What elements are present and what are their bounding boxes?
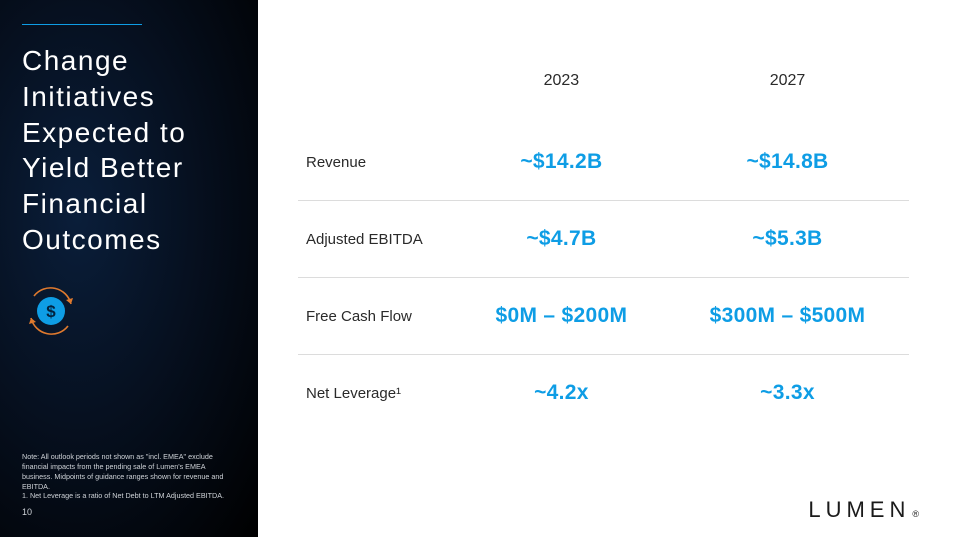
row-value: ~3.3x [666,355,909,432]
table-row: Free Cash Flow $0M – $200M $300M – $500M [298,278,909,355]
table-header-col: 2023 [457,54,666,124]
lumen-logo: LUMEN® [808,497,919,523]
row-value: ~$14.8B [666,124,909,201]
svg-text:$: $ [46,302,56,321]
row-label: Free Cash Flow [298,278,457,355]
table-header-row: 2023 2027 [298,54,909,124]
logo-text: LUMEN [808,497,910,523]
dollar-refresh-icon: $ [22,282,236,345]
row-value: $0M – $200M [457,278,666,355]
slide: Change Initiatives Expected to Yield Bet… [0,0,957,537]
logo-registered: ® [912,509,919,519]
row-value: ~$5.3B [666,201,909,278]
slide-title: Change Initiatives Expected to Yield Bet… [22,43,236,258]
table-row: Net Leverage¹ ~4.2x ~3.3x [298,355,909,432]
table-row: Adjusted EBITDA ~$4.7B ~$5.3B [298,201,909,278]
row-label: Revenue [298,124,457,201]
title-accent-rule [22,24,142,25]
row-label: Net Leverage¹ [298,355,457,432]
row-value: ~4.2x [457,355,666,432]
table-header-col: 2027 [666,54,909,124]
footnote-text: Note: All outlook periods not shown as "… [22,452,236,507]
row-value: $300M – $500M [666,278,909,355]
page-number: 10 [22,507,236,521]
left-panel: Change Initiatives Expected to Yield Bet… [0,0,258,537]
table-header-blank [298,54,457,124]
row-label: Adjusted EBITDA [298,201,457,278]
row-value: ~$14.2B [457,124,666,201]
content-panel: 2023 2027 Revenue ~$14.2B ~$14.8B Adjust… [258,0,957,537]
table-row: Revenue ~$14.2B ~$14.8B [298,124,909,201]
metrics-table: 2023 2027 Revenue ~$14.2B ~$14.8B Adjust… [298,54,909,431]
row-value: ~$4.7B [457,201,666,278]
